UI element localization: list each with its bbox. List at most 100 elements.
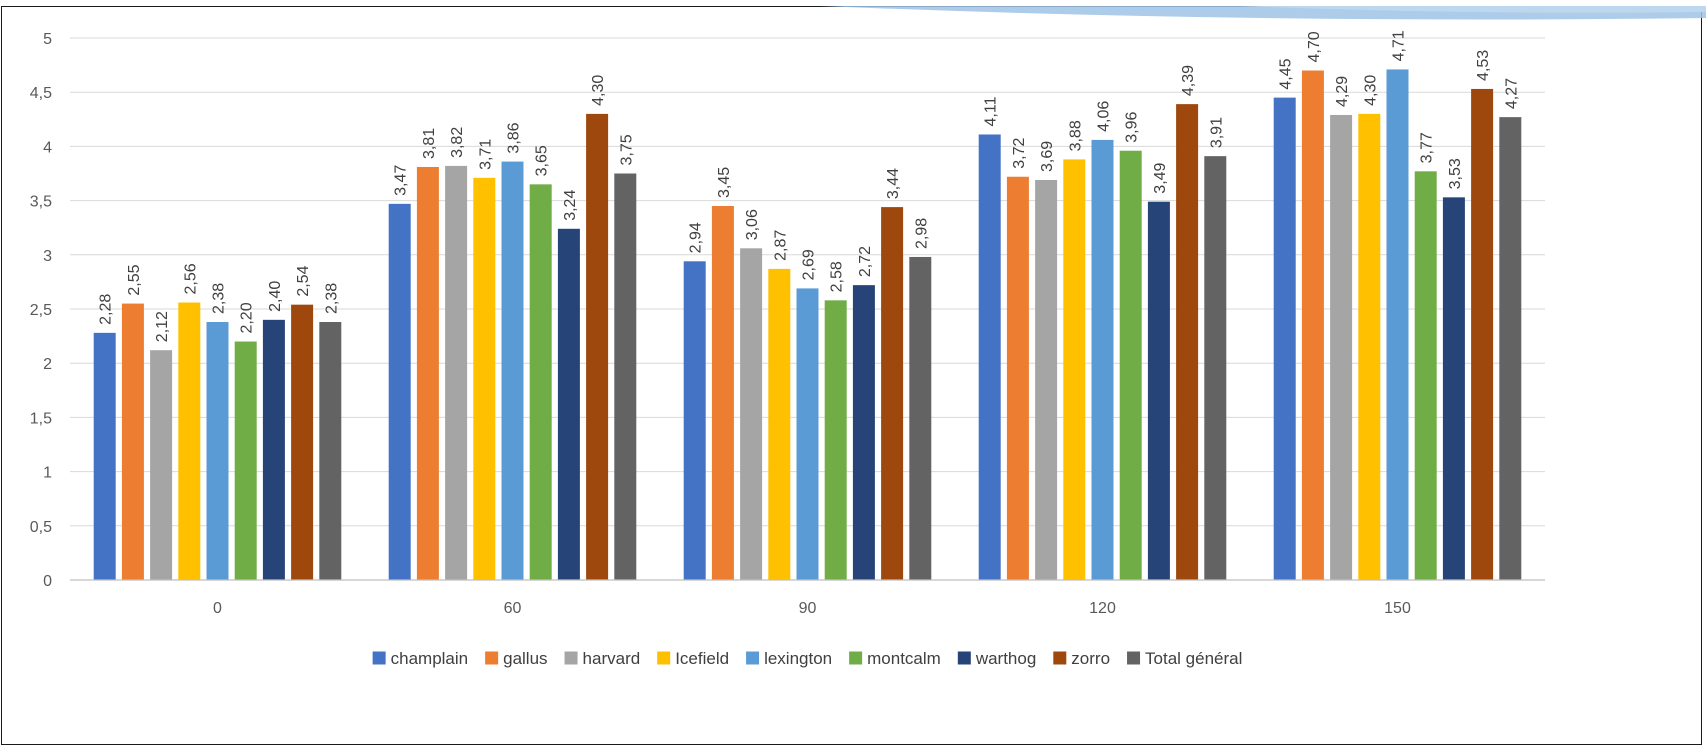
- bar: [291, 304, 314, 580]
- data-label: 3,71: [477, 139, 494, 170]
- y-tick-label: 3: [43, 248, 52, 265]
- data-label: 3,91: [1208, 117, 1225, 148]
- bar: [852, 285, 875, 580]
- bar: [978, 134, 1001, 580]
- data-label: 2,94: [688, 222, 705, 253]
- y-axis-tick-labels: 0 0,5 1 1,5 2 2,5 3 3,5 4 4,5 5: [30, 31, 52, 590]
- data-label: 2,69: [801, 249, 818, 280]
- y-tick-label: 1: [43, 465, 52, 482]
- x-axis: 0 60 90 120 150: [70, 579, 1545, 617]
- x-tick-label: 120: [1089, 600, 1116, 617]
- bar: [740, 248, 763, 580]
- data-label: 4,30: [1362, 75, 1379, 106]
- y-tick-label: 2,5: [30, 302, 52, 319]
- legend-swatch: [746, 651, 760, 665]
- legend-swatch: [372, 651, 386, 665]
- bar: [206, 322, 229, 580]
- legend-swatch: [849, 651, 863, 665]
- bar: [1204, 156, 1227, 580]
- legend: champlain gallus harvard Icefield lexington m…: [372, 649, 1242, 668]
- legend-swatch: [657, 651, 671, 665]
- data-label: 3,44: [885, 168, 902, 199]
- x-tick-label: 60: [504, 600, 522, 617]
- bar: [319, 322, 342, 580]
- bar: [445, 165, 468, 581]
- legend-swatch: [957, 651, 971, 665]
- bar: [416, 166, 439, 580]
- data-label: 2,87: [772, 230, 789, 261]
- data-label: 3,96: [1124, 111, 1141, 142]
- data-label: 3,82: [449, 127, 466, 158]
- data-label: 3,06: [744, 209, 761, 240]
- bar: [262, 319, 285, 580]
- data-label: 4,30: [590, 75, 607, 106]
- bar: [93, 332, 116, 580]
- data-label: 3,24: [562, 190, 579, 221]
- bar: [1471, 88, 1494, 580]
- legend-swatch: [1127, 651, 1141, 665]
- data-label: 4,70: [1306, 31, 1323, 62]
- bar: [388, 203, 411, 581]
- bar: [1147, 201, 1170, 580]
- bar: [473, 177, 496, 580]
- data-label: 4,29: [1334, 76, 1351, 107]
- x-tick-label: 90: [799, 600, 817, 617]
- bar: [234, 341, 257, 580]
- bar: [1442, 197, 1465, 580]
- data-label: 2,72: [857, 246, 874, 277]
- data-label: 2,28: [98, 294, 115, 325]
- bar: [683, 261, 706, 580]
- bar: [150, 350, 173, 580]
- data-label: 2,58: [829, 261, 846, 292]
- y-tick-label: 5: [43, 31, 52, 48]
- bar: [501, 161, 524, 581]
- bar: [1006, 176, 1029, 580]
- data-labels: 2,28 2,55 2,12 2,56 2,38 2,20 2,40 2,54 2,38 3,47…: [98, 30, 1521, 342]
- data-label: 4,45: [1278, 58, 1295, 89]
- bar: [768, 268, 791, 580]
- data-label: 3,86: [506, 122, 523, 153]
- legend-label: lexington: [764, 649, 832, 668]
- bar: [1358, 113, 1381, 580]
- y-tick-label: 0: [43, 573, 52, 590]
- legend-label: Total général: [1145, 649, 1242, 668]
- data-label: 2,20: [239, 302, 256, 333]
- bar: [614, 173, 637, 580]
- data-label: 2,55: [126, 264, 143, 295]
- bar: [796, 288, 819, 580]
- legend-label: warthog: [975, 649, 1036, 668]
- data-label: 2,40: [267, 281, 284, 312]
- bar: [824, 300, 847, 580]
- data-label: 2,54: [295, 265, 312, 296]
- x-tick-label: 0: [213, 600, 222, 617]
- data-label: 4,27: [1503, 78, 1520, 109]
- bar: [1119, 150, 1142, 580]
- bar: [586, 113, 609, 580]
- data-label: 3,72: [1011, 138, 1028, 169]
- y-tick-label: 4,5: [30, 85, 52, 102]
- bar: [1176, 104, 1199, 581]
- data-label: 3,45: [716, 167, 733, 198]
- bar: [1063, 159, 1086, 580]
- bar: [1386, 69, 1409, 580]
- data-label: 3,65: [534, 145, 551, 176]
- y-tick-label: 0,5: [30, 519, 52, 536]
- bar: [881, 207, 904, 580]
- data-label: 3,69: [1039, 141, 1056, 172]
- bar: [557, 228, 580, 580]
- legend-swatch: [485, 651, 499, 665]
- data-label: 4,71: [1391, 30, 1408, 61]
- bar: [1273, 97, 1296, 581]
- y-tick-label: 1,5: [30, 410, 52, 427]
- bar-series: [93, 69, 1522, 581]
- legend-label: harvard: [583, 649, 641, 668]
- bar: [178, 302, 201, 580]
- legend-swatch: [1053, 651, 1067, 665]
- legend-label: gallus: [503, 649, 547, 668]
- bar: [1301, 70, 1324, 581]
- legend-label: montcalm: [867, 649, 941, 668]
- data-label: 3,49: [1152, 162, 1169, 193]
- bar: [909, 256, 932, 580]
